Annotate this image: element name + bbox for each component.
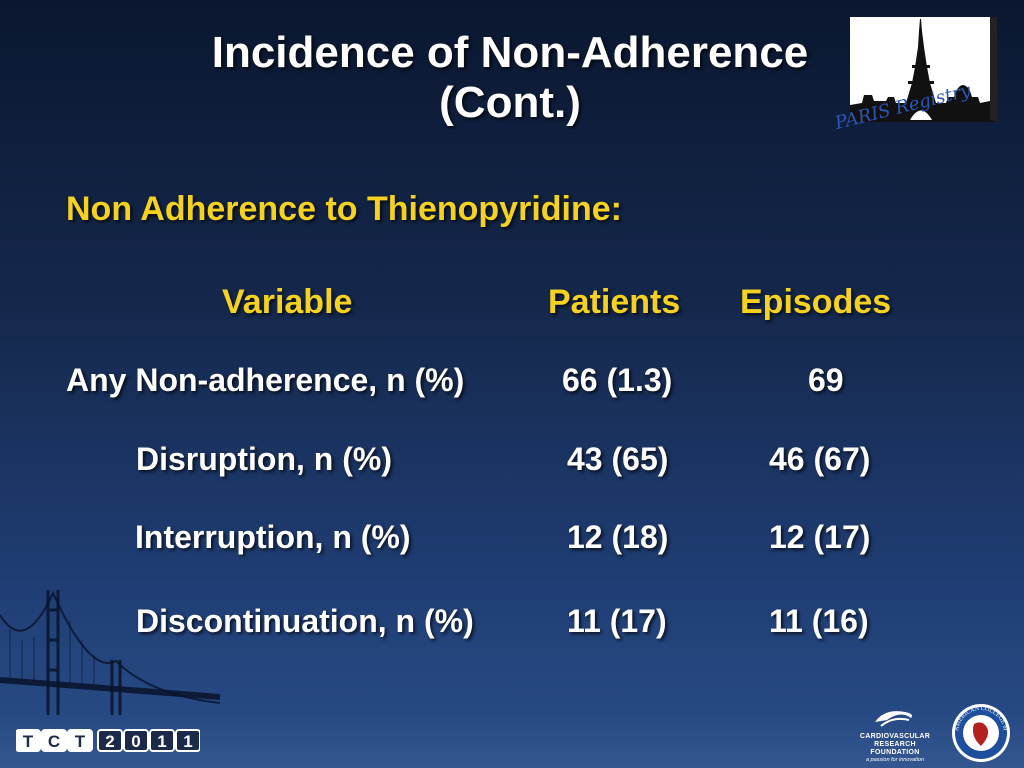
row-label-discontinuation: Discontinuation, n (%) [136, 603, 474, 639]
row-episodes-disruption: 46 (67) [769, 441, 871, 477]
column-header-patients: Patients [548, 283, 681, 321]
column-header-episodes: Episodes [740, 283, 892, 321]
tct-logo-letter: 0 [131, 732, 140, 751]
section-heading: Non Adherence to Thienopyridine: [66, 190, 622, 228]
slide-title-line2: (Cont.) [439, 78, 581, 127]
row-label-disruption: Disruption, n (%) [136, 441, 392, 477]
row-patients-any-non-adherence: 66 (1.3) [562, 362, 673, 398]
tct-logo-letter: 1 [157, 732, 166, 751]
acc-seal-icon: AMERICAN COLLEGE of CARDIOLOGY [950, 702, 1010, 762]
bridge-silhouette-icon [0, 590, 220, 715]
tct-logo-box [16, 729, 41, 752]
tct-logo-box [123, 729, 149, 752]
row-label-any-non-adherence: Any Non-adherence, n (%) [66, 362, 465, 398]
row-episodes-interruption: 12 (17) [769, 519, 871, 555]
crf-swirl-icon [875, 711, 913, 727]
tct-logo-box [149, 729, 175, 752]
crf-logo: CARDIOVASCULAR RESEARCH FOUNDATION a pas… [850, 706, 940, 763]
slide-title: Incidence of Non-Adherence (Cont.) [0, 28, 1020, 128]
tct-logo-letter: T [75, 732, 86, 751]
tct-logo-letter: C [48, 732, 60, 751]
tct-logo-letter: 2 [105, 732, 114, 751]
column-header-variable: Variable [222, 283, 353, 321]
tct-logo-box [41, 729, 67, 752]
tct-logo-box [97, 729, 123, 752]
tct-logo-letter: T [23, 732, 34, 751]
row-label-interruption: Interruption, n (%) [135, 519, 411, 555]
eiffel-tower-icon [850, 17, 990, 120]
row-episodes-discontinuation: 11 (16) [769, 603, 869, 639]
crf-name-line1: CARDIOVASCULAR [859, 733, 931, 740]
row-patients-discontinuation: 11 (17) [567, 603, 667, 639]
slide-title-line1: Incidence of Non-Adherence [211, 28, 809, 77]
tct-logo-box [175, 729, 200, 752]
row-episodes-any-non-adherence: 69 [808, 362, 844, 398]
row-patients-disruption: 43 (65) [567, 441, 669, 477]
paris-registry-logo [850, 17, 997, 122]
tct-logo-letter: 1 [183, 732, 192, 751]
crf-name-line2: RESEARCH FOUNDATION [870, 741, 920, 756]
row-patients-interruption: 12 (18) [567, 519, 669, 555]
crf-tagline: a passion for innovation [865, 757, 925, 763]
tct-logo-box [67, 729, 93, 752]
